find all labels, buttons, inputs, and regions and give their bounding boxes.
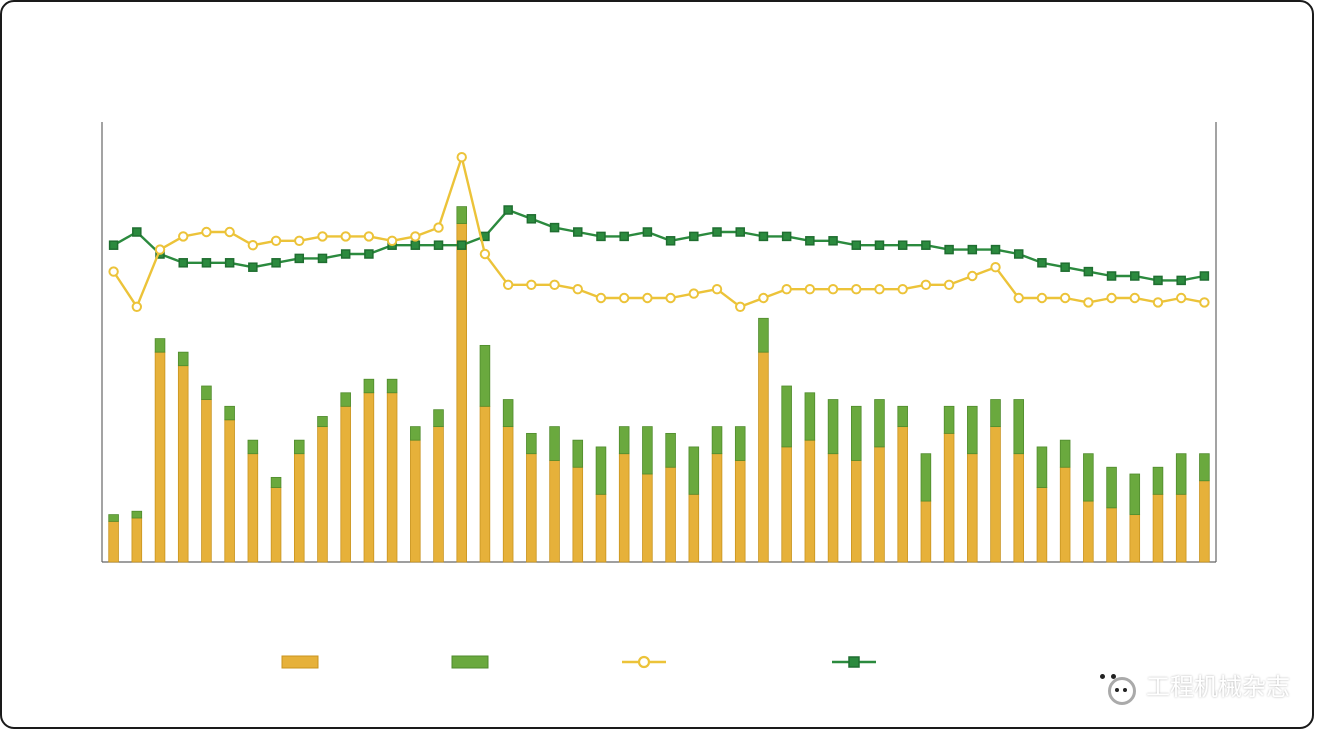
watermark: 工程机械杂志 <box>1094 663 1290 705</box>
wechat-icon <box>1094 663 1136 705</box>
chart-container: 工程机械杂志 <box>0 0 1314 729</box>
chart-svg <box>2 2 1316 731</box>
watermark-text: 工程机械杂志 <box>1146 667 1290 702</box>
